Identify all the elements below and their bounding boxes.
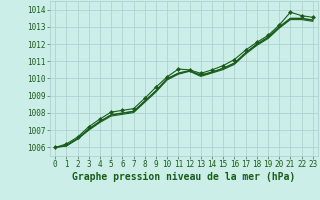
X-axis label: Graphe pression niveau de la mer (hPa): Graphe pression niveau de la mer (hPa) — [72, 172, 296, 182]
